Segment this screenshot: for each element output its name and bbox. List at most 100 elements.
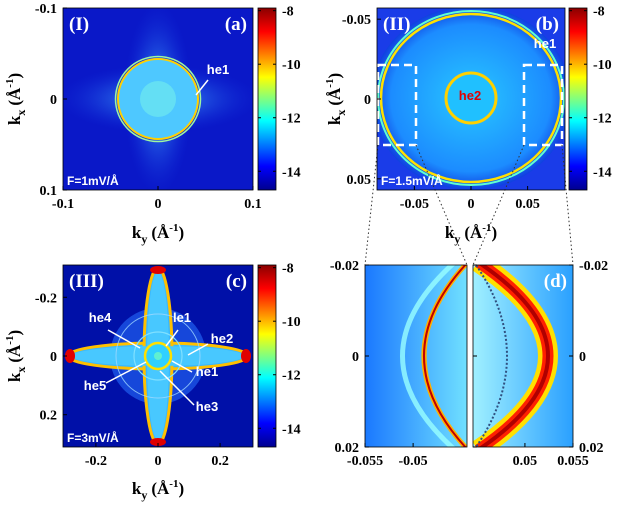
annotation-arrow xyxy=(187,343,209,356)
axis-subscript: y xyxy=(454,232,460,246)
colorbar-tick-label: -8 xyxy=(282,262,294,277)
colorbar-tick-label: -12 xyxy=(282,112,301,127)
annotation: he1 xyxy=(196,364,218,379)
x-tick-label: 0.05 xyxy=(515,197,540,212)
zoom-guides xyxy=(364,63,574,266)
axis-unit: (Å xyxy=(151,479,170,498)
heatmap-a xyxy=(63,8,253,190)
colorbar-tick-label: -14 xyxy=(282,422,301,437)
y-tick-label: 0 xyxy=(364,93,371,108)
colorbar xyxy=(568,7,588,191)
x-tick-label: -0.05 xyxy=(399,454,428,469)
axis-subscript: x xyxy=(14,110,28,116)
y-tick-label: 0.05 xyxy=(347,173,372,188)
y-tick-label: 0 xyxy=(50,93,57,108)
axis-label: kx (Å-1) xyxy=(324,73,348,125)
y-tick-label: -0.2 xyxy=(35,291,57,306)
y-tick-label: 0 xyxy=(352,350,359,365)
x-tick-label: 0 xyxy=(155,454,162,469)
x-tick-label: -0.1 xyxy=(52,197,74,212)
axis-label: ky (Å-1) xyxy=(132,222,184,246)
heatmap-c xyxy=(63,265,253,447)
colorbar-tick-label: -12 xyxy=(282,369,301,384)
axis-subscript: y xyxy=(141,488,147,502)
colorbar-tick-label: -10 xyxy=(593,58,612,73)
x-tick-label: 0.2 xyxy=(211,454,229,469)
axis-unit: (Å xyxy=(325,87,344,106)
colorbar-tick-label: -10 xyxy=(282,315,301,330)
y-tick-label: 0.02 xyxy=(579,441,604,456)
y-tick-label: -0.02 xyxy=(330,259,359,274)
colorbar xyxy=(257,7,277,191)
axis-superscript: -1 xyxy=(4,336,16,345)
annotation: he3 xyxy=(196,399,218,414)
axis-symbol: k xyxy=(132,479,142,498)
axis-superscript: -1 xyxy=(4,79,16,88)
y-tick-label: -0.02 xyxy=(579,259,608,274)
panel-label: (d) xyxy=(544,271,567,292)
axis-symbol: k xyxy=(445,223,455,242)
annotation: he2 xyxy=(459,88,481,103)
axis-subscript: x xyxy=(334,110,348,116)
annotation-arrow xyxy=(159,370,195,406)
region-label: (I) xyxy=(69,14,89,35)
axis-unit-close: ) xyxy=(491,223,497,242)
axis-unit-close: ) xyxy=(5,73,24,79)
x-tick-label: 0.05 xyxy=(513,454,538,469)
y-tick-label: 0.2 xyxy=(40,409,58,424)
field-label: F=3mV/Å xyxy=(67,430,119,445)
region-label: (III) xyxy=(69,271,104,292)
colorbar-tick-label: -8 xyxy=(282,5,294,20)
axis-symbol: k xyxy=(132,223,142,242)
axis-symbol: k xyxy=(5,372,24,382)
heatmap-b xyxy=(377,8,565,190)
annotation-arrow xyxy=(195,79,209,96)
axis-symbol: k xyxy=(5,115,24,125)
colorbar-tick-label: -12 xyxy=(593,112,612,127)
axis-unit-close: ) xyxy=(325,73,344,79)
axis-label: ky (Å-1) xyxy=(132,478,184,502)
annotation: he4 xyxy=(89,310,112,325)
axis-unit: (Å xyxy=(464,223,483,242)
axis-unit: (Å xyxy=(151,223,170,242)
colorbar xyxy=(257,264,277,448)
annotation: he5 xyxy=(84,378,106,393)
annotation-arrow xyxy=(171,360,193,373)
axis-label: kx (Å-1) xyxy=(4,73,28,125)
y-tick-label: 0.02 xyxy=(335,441,360,456)
axis-unit: (Å xyxy=(5,344,24,363)
x-tick-label: -0.05 xyxy=(400,197,429,212)
region-label: (II) xyxy=(383,14,410,35)
axis-unit: (Å xyxy=(5,87,24,106)
annotation: he2 xyxy=(211,331,233,346)
axis-unit-close: ) xyxy=(178,223,184,242)
x-tick-label: 0.055 xyxy=(557,454,589,469)
axis-symbol: k xyxy=(325,115,344,125)
axis-label: kx (Å-1) xyxy=(4,330,28,382)
annotation-arrow xyxy=(105,361,147,384)
y-tick-label: 0.1 xyxy=(40,184,58,199)
colorbar-tick-label: -8 xyxy=(593,5,605,20)
x-tick-label: 0 xyxy=(468,197,475,212)
annotation: he1 xyxy=(534,36,556,51)
axis-superscript: -1 xyxy=(169,222,178,234)
axis-subscript: x xyxy=(14,367,28,373)
axis-label: ky (Å-1) xyxy=(445,222,497,246)
y-tick-label: -0.1 xyxy=(35,2,57,17)
axis-subscript: y xyxy=(141,232,147,246)
x-tick-label: 0.1 xyxy=(244,197,262,212)
x-tick-label: 0 xyxy=(155,197,162,212)
heatmap-d-right xyxy=(473,265,573,447)
axis-superscript: -1 xyxy=(482,222,491,234)
annotation: le1 xyxy=(173,310,191,325)
axis-superscript: -1 xyxy=(169,478,178,490)
axis-unit-close: ) xyxy=(178,479,184,498)
y-tick-label: -0.05 xyxy=(342,13,371,28)
axis-unit-close: ) xyxy=(5,330,24,336)
y-tick-label: 0 xyxy=(50,350,57,365)
field-label: F=1mV/Å xyxy=(67,173,119,188)
annotation-arrow xyxy=(165,329,179,347)
x-tick-label: -0.055 xyxy=(347,454,383,469)
